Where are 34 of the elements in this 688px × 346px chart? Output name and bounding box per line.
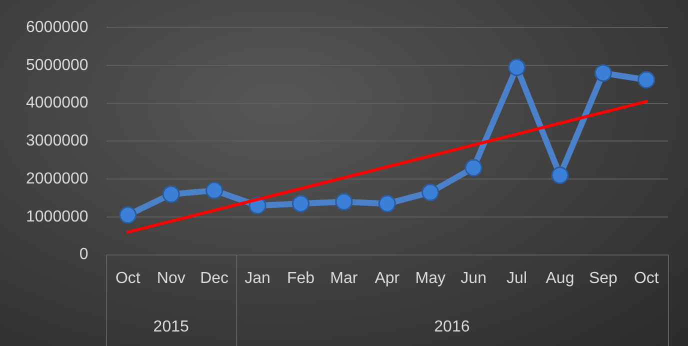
point [335,193,353,211]
x-tick-label: Jun [460,270,486,287]
x-tick-label: Oct [115,270,141,287]
point [638,71,656,89]
y-tick-label: 3000000 [26,132,88,150]
point [119,206,137,224]
y-tick-label: 2000000 [26,170,88,188]
point [508,58,526,76]
x-tick-label: Jan [244,270,270,287]
x-tick-label: Mar [330,270,358,287]
x-tick-label: Oct [634,270,660,287]
y-tick-label: 4000000 [26,94,88,112]
x-tick-label: Feb [286,270,315,287]
x-tick-label: Apr [374,270,400,287]
y-tick-label: 5000000 [26,56,88,74]
point [422,184,440,202]
x-tick-label: Sep [588,270,618,287]
point [292,194,310,212]
x-tick-label: Jul [506,270,527,287]
point [378,194,396,212]
point [594,64,612,82]
point [464,158,482,176]
x-tick-label: Dec [200,270,229,287]
text: 2015 [153,318,189,336]
y-tick-label: 1000000 [26,208,88,226]
text: 2016 [434,318,470,336]
x-tick-label: Nov [156,270,186,287]
point [162,185,180,203]
y-tick-label: 6000000 [26,19,88,36]
x-tick-label: May [415,270,446,287]
y-tick-label: 0 [79,246,88,264]
x-tick-label: Aug [546,270,574,287]
point [551,166,569,184]
point [206,182,224,200]
